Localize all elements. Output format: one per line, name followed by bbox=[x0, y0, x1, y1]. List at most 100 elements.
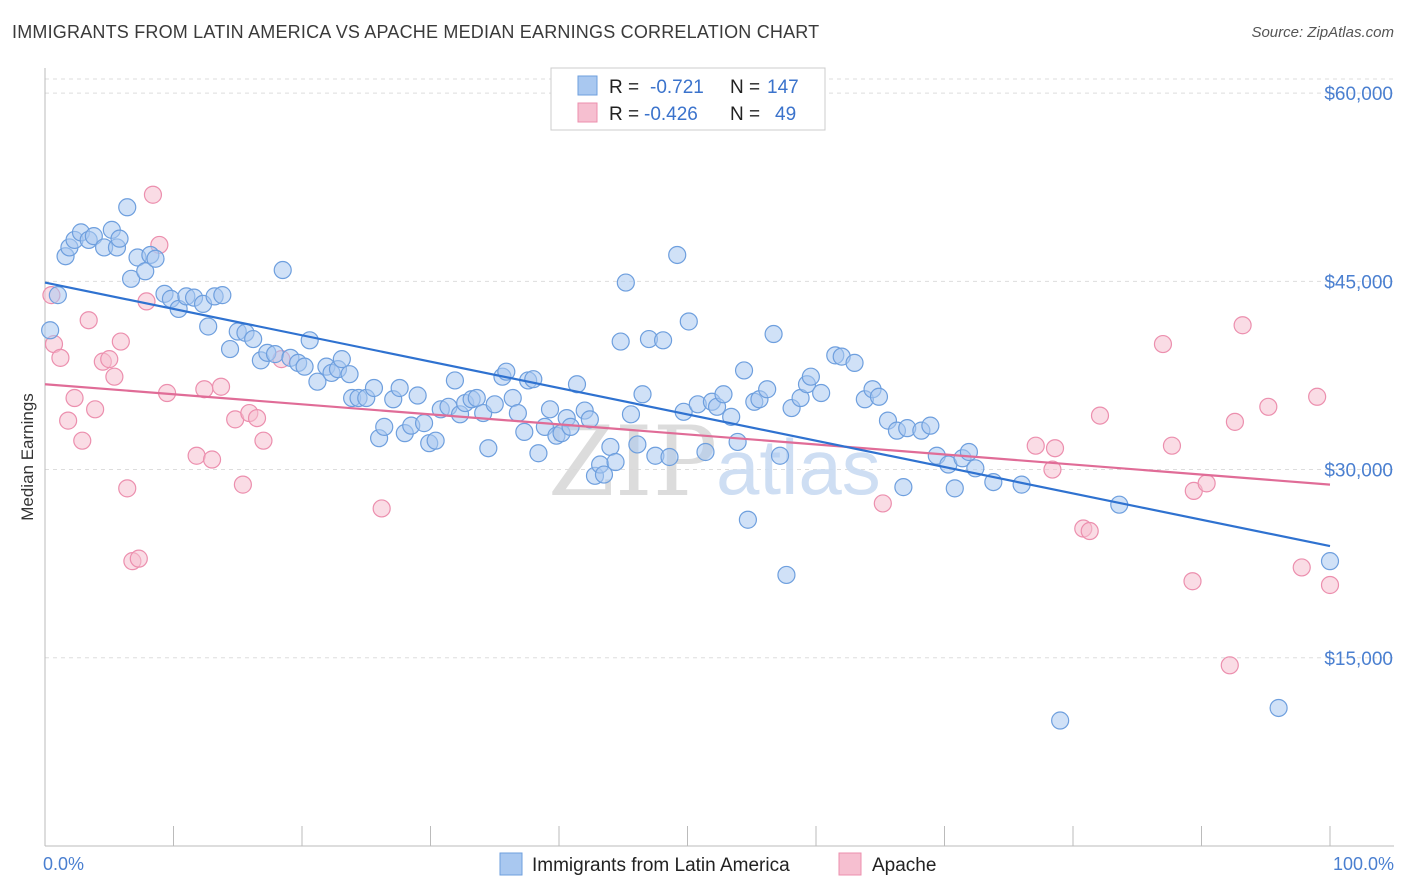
apache-point bbox=[1080, 521, 1099, 541]
latin-america-point bbox=[777, 565, 796, 585]
source-credit: Source: ZipAtlas.com bbox=[1251, 24, 1394, 41]
apache-point bbox=[118, 479, 137, 498]
legend-r-label-1: R = bbox=[609, 77, 639, 98]
latin-america-point bbox=[390, 378, 409, 398]
series-legend: Immigrants from Latin America Apache bbox=[499, 852, 936, 876]
y-tick-label: $30,000 bbox=[1324, 461, 1393, 482]
apache-point bbox=[202, 450, 222, 469]
apache-point bbox=[1320, 575, 1340, 595]
legend-n-label-1: N = bbox=[730, 77, 760, 98]
latin-america-point bbox=[332, 350, 351, 369]
latin-america-point bbox=[426, 431, 445, 450]
apache-point bbox=[1183, 572, 1202, 591]
legend-n-value-1: 147 bbox=[767, 77, 799, 98]
axes bbox=[44, 68, 1394, 847]
latin-america-point bbox=[696, 442, 715, 462]
latin-america-point bbox=[606, 452, 625, 472]
latin-america-point bbox=[611, 332, 630, 351]
apache-trend-line bbox=[44, 383, 1331, 486]
latin-america-point bbox=[295, 357, 314, 376]
latin-america-point bbox=[601, 437, 620, 457]
latin-america-point bbox=[273, 260, 292, 280]
latin-america-point bbox=[668, 245, 687, 265]
latin-america-point bbox=[621, 405, 641, 424]
latin-america-point bbox=[265, 345, 285, 364]
latin-america-point bbox=[479, 439, 498, 458]
latin-america-point bbox=[340, 365, 359, 384]
apache-point bbox=[1292, 558, 1311, 577]
apache-point bbox=[187, 446, 206, 465]
apache-point bbox=[1233, 316, 1252, 335]
latin-america-point bbox=[1051, 711, 1070, 730]
apache-point bbox=[86, 400, 105, 419]
latin-america-point bbox=[1320, 552, 1340, 571]
y-axis-label: Median Earnings bbox=[18, 393, 37, 521]
apache-point bbox=[1225, 412, 1245, 431]
latin-america-point bbox=[529, 444, 548, 463]
latin-america-point bbox=[764, 324, 783, 344]
legend-r-label-2: R = bbox=[609, 104, 639, 125]
apache-point bbox=[247, 409, 267, 428]
latin-america-point bbox=[508, 403, 527, 423]
legend-n-value-2: 49 bbox=[775, 104, 796, 125]
latin-america-point bbox=[445, 371, 465, 390]
latin-america-point bbox=[714, 385, 733, 404]
apache-point bbox=[211, 377, 231, 396]
apache-point bbox=[233, 475, 252, 494]
latin-america-point bbox=[869, 387, 889, 406]
latin-america-point bbox=[616, 273, 635, 292]
apache-point bbox=[73, 431, 92, 450]
latin-america-point bbox=[121, 269, 141, 288]
apache-point bbox=[111, 332, 130, 351]
grid-lines bbox=[45, 78, 1394, 659]
latin-america-point bbox=[41, 321, 60, 340]
latin-america-point bbox=[84, 227, 103, 246]
chart-title: IMMIGRANTS FROM LATIN AMERICA VS APACHE … bbox=[12, 22, 820, 42]
latin-america-point bbox=[300, 331, 319, 350]
apache-point bbox=[1259, 397, 1278, 416]
latin-america-point bbox=[653, 331, 673, 350]
apache-point bbox=[129, 549, 148, 568]
apache-points bbox=[42, 185, 1340, 675]
latin-america-point bbox=[308, 372, 327, 391]
latin-america-point bbox=[945, 479, 964, 498]
y-tick-label: $60,000 bbox=[1324, 84, 1393, 105]
latin-america-point bbox=[770, 446, 790, 465]
series-legend-swatch-pink bbox=[838, 852, 862, 876]
legend-swatch-blue bbox=[577, 75, 598, 96]
apache-point bbox=[1220, 656, 1239, 675]
latin-america-point bbox=[375, 417, 394, 436]
y-tick-labels: $15,000 $30,000 $45,000 $60,000 bbox=[1324, 84, 1393, 670]
apache-point bbox=[1197, 474, 1216, 493]
latin-america-point bbox=[146, 249, 165, 268]
latin-america-point bbox=[722, 407, 741, 426]
latin-america-point bbox=[199, 317, 218, 336]
latin-america-point bbox=[628, 435, 647, 454]
latin-america-point bbox=[364, 378, 384, 398]
apache-point bbox=[1045, 439, 1065, 458]
latin-america-trend-line bbox=[44, 281, 1331, 548]
apache-point bbox=[1153, 334, 1173, 354]
x-tick-label-max: 100.0% bbox=[1333, 854, 1394, 874]
latin-america-point bbox=[244, 329, 263, 349]
latin-america-point bbox=[110, 229, 129, 248]
latin-america-point bbox=[414, 414, 434, 433]
latin-america-points bbox=[41, 198, 1340, 730]
legend-r-value-2: -0.426 bbox=[644, 104, 698, 125]
latin-america-point bbox=[921, 416, 940, 435]
apache-point bbox=[1043, 460, 1062, 479]
latin-america-point bbox=[48, 286, 67, 305]
x-tick-marks bbox=[173, 826, 1331, 846]
latin-america-point bbox=[408, 386, 427, 405]
latin-america-point bbox=[540, 400, 560, 419]
y-tick-label: $15,000 bbox=[1324, 649, 1393, 670]
latin-america-point bbox=[633, 385, 652, 404]
apache-point bbox=[1308, 387, 1327, 406]
apache-point bbox=[372, 499, 391, 518]
apache-point bbox=[254, 431, 273, 450]
series-legend-label-pink: Apache bbox=[872, 855, 936, 876]
latin-america-point bbox=[524, 370, 543, 389]
latin-america-point bbox=[594, 465, 614, 484]
latin-america-point bbox=[1269, 698, 1288, 718]
